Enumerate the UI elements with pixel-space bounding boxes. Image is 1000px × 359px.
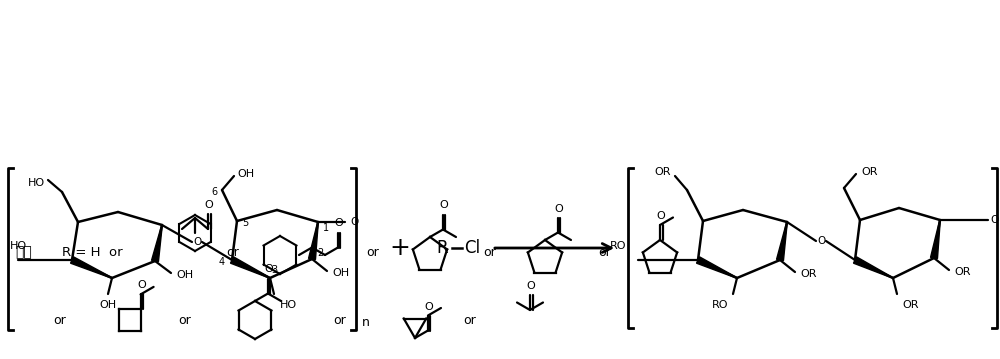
Text: O: O (265, 265, 273, 275)
Text: O: O (137, 280, 146, 290)
Text: 2: 2 (317, 248, 323, 258)
Text: or: or (334, 313, 346, 326)
Text: RO: RO (712, 300, 728, 310)
Text: or: or (179, 313, 191, 326)
Polygon shape (71, 257, 112, 278)
Text: or: or (54, 313, 66, 326)
Text: OH: OH (99, 300, 117, 310)
Text: R = H  or: R = H or (62, 246, 123, 258)
Polygon shape (777, 222, 787, 261)
Text: OR: OR (862, 167, 878, 177)
Text: OR: OR (903, 300, 919, 310)
Text: O: O (205, 200, 213, 210)
Text: O: O (193, 237, 201, 247)
Text: O: O (350, 217, 358, 227)
Text: 1: 1 (323, 223, 329, 233)
Text: OR: OR (955, 267, 971, 277)
Polygon shape (231, 257, 270, 278)
Text: O: O (817, 236, 825, 246)
Text: n: n (362, 316, 370, 328)
Text: OH: OH (176, 270, 194, 280)
Text: or: or (464, 313, 476, 326)
Text: O: O (657, 211, 665, 221)
Text: 4: 4 (219, 257, 225, 267)
Text: or: or (367, 246, 379, 258)
Polygon shape (309, 222, 318, 260)
Text: OH: OH (237, 169, 255, 179)
Text: HO: HO (10, 241, 27, 251)
Text: or: or (484, 246, 496, 258)
Text: or: or (227, 246, 239, 258)
Text: 6: 6 (211, 187, 217, 197)
Text: HO: HO (279, 300, 297, 310)
Text: OH: OH (332, 268, 350, 278)
Polygon shape (854, 257, 893, 278)
Text: or: or (599, 246, 611, 258)
Text: O: O (440, 200, 448, 210)
Text: O: O (425, 302, 433, 312)
Text: RO: RO (610, 241, 626, 251)
Text: O: O (555, 204, 563, 214)
Text: O: O (527, 281, 535, 291)
Text: +: + (390, 236, 410, 260)
Text: OR: OR (801, 269, 817, 279)
Text: O: O (990, 215, 998, 225)
Text: 3: 3 (271, 265, 277, 275)
Polygon shape (931, 220, 940, 258)
Polygon shape (697, 257, 737, 278)
Text: 5: 5 (242, 218, 248, 228)
Text: OR: OR (655, 167, 671, 177)
Text: 式中: 式中 (15, 245, 32, 259)
Text: R: R (436, 239, 448, 257)
Text: Cl: Cl (464, 239, 480, 257)
Polygon shape (152, 225, 162, 262)
Text: O: O (335, 219, 343, 228)
Text: HO: HO (27, 178, 45, 188)
